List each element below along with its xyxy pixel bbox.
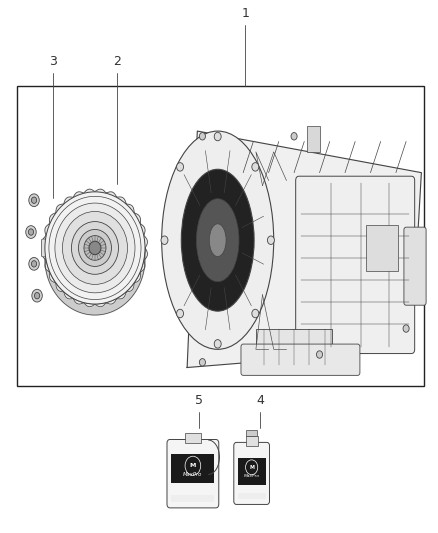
Circle shape [246,460,258,475]
Circle shape [214,132,221,141]
Ellipse shape [162,131,274,349]
FancyBboxPatch shape [167,440,219,508]
Circle shape [403,325,409,332]
Ellipse shape [63,212,127,285]
Ellipse shape [196,199,239,281]
Text: MaxPro: MaxPro [183,472,202,477]
Polygon shape [187,131,421,368]
Ellipse shape [55,203,135,293]
Circle shape [32,261,37,267]
FancyBboxPatch shape [404,227,426,305]
Bar [366,224,398,271]
Circle shape [28,229,34,235]
Bar [185,433,201,443]
Circle shape [291,133,297,140]
Circle shape [214,340,221,348]
Ellipse shape [89,241,101,255]
Circle shape [29,257,39,270]
Circle shape [35,293,40,299]
Circle shape [268,236,274,245]
Ellipse shape [45,192,145,304]
Text: M: M [249,465,254,470]
Bar [238,493,265,498]
FancyBboxPatch shape [241,344,360,375]
Circle shape [29,194,39,207]
Text: 5: 5 [195,394,203,407]
Bar [171,495,215,502]
Polygon shape [42,189,148,307]
Ellipse shape [84,236,106,260]
Bar [246,436,258,446]
Text: 3: 3 [49,55,57,68]
Text: MaxPro: MaxPro [244,474,260,478]
Bar [307,126,320,152]
Ellipse shape [78,229,112,266]
FancyBboxPatch shape [296,176,415,353]
Circle shape [161,236,168,245]
FancyBboxPatch shape [42,239,55,257]
Text: M: M [190,463,196,469]
Bar [17,86,424,386]
Circle shape [32,197,37,204]
Bar [171,454,215,483]
Circle shape [252,163,259,171]
Text: 2: 2 [113,55,120,68]
Bar [247,430,257,436]
Ellipse shape [209,224,226,256]
Circle shape [199,133,205,140]
Bar [256,328,332,365]
Circle shape [252,309,259,318]
Text: 1: 1 [241,7,249,20]
Circle shape [32,289,42,302]
Ellipse shape [181,169,254,311]
Circle shape [177,163,184,171]
Circle shape [177,309,184,318]
Circle shape [199,359,205,366]
Circle shape [26,225,36,238]
Text: 4: 4 [256,394,264,407]
Bar [238,458,265,484]
Circle shape [317,351,322,358]
Polygon shape [45,248,145,315]
Circle shape [185,456,201,475]
FancyBboxPatch shape [234,442,269,504]
Ellipse shape [71,222,119,274]
